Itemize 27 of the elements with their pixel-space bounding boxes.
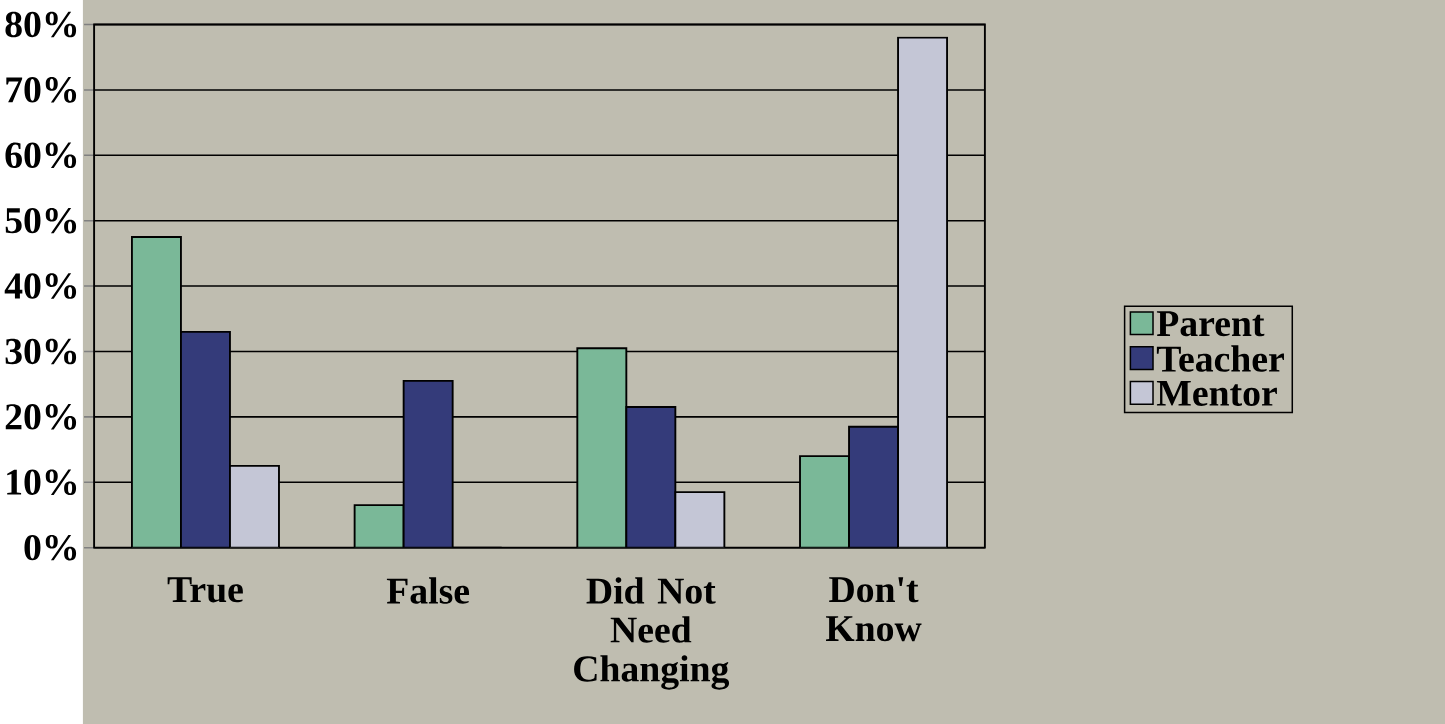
legend-label: Parent <box>1156 311 1265 337</box>
bar <box>674 491 726 548</box>
bar <box>897 36 949 548</box>
bar <box>130 236 182 548</box>
bar <box>576 347 628 548</box>
bar <box>625 406 677 548</box>
bar <box>179 330 231 548</box>
x-tick-label: True <box>167 577 243 603</box>
y-tick-label: 0% <box>24 534 77 561</box>
y-tick-label: 50% <box>5 207 77 234</box>
x-tick-label: False <box>386 577 470 604</box>
x-tick-label: Don't Know <box>826 577 922 642</box>
x-tick-label: Did Not Need Changing <box>574 577 730 690</box>
y-tick-label: 60% <box>5 142 77 169</box>
legend-label: Teacher <box>1156 345 1284 372</box>
y-tick-label: 30% <box>5 338 77 365</box>
y-tick-label: 10% <box>7 469 77 496</box>
legend-label: Mentor <box>1156 380 1277 406</box>
y-tick-label: 20% <box>5 404 77 430</box>
y-tick-label: 80% <box>5 11 77 38</box>
bar <box>848 425 899 548</box>
bar <box>353 504 405 548</box>
bar <box>799 455 850 548</box>
bar <box>402 379 454 548</box>
bar <box>229 465 280 548</box>
y-tick-label: 70% <box>6 77 77 103</box>
y-tick-label: 40% <box>4 273 77 299</box>
